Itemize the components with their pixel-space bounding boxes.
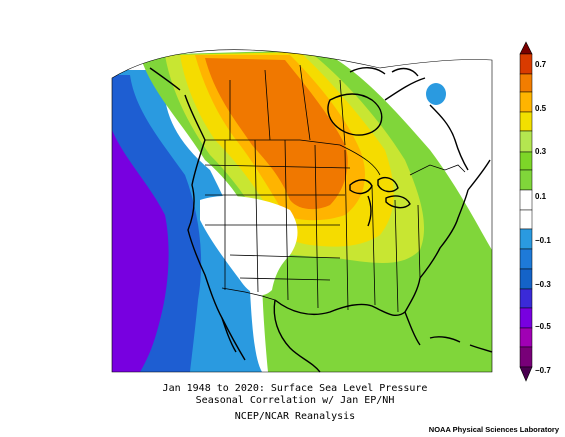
pos06-max-region xyxy=(205,58,348,210)
colorbar-bottom-triangle xyxy=(519,366,533,382)
colorbar-label-5: −0.3 xyxy=(535,280,551,289)
colorbar-label-2: 0.3 xyxy=(535,147,547,156)
political-borders xyxy=(204,64,466,313)
colorbar-label-4: −0.1 xyxy=(535,236,551,245)
colorbar-label-3: 0.1 xyxy=(535,192,547,201)
labrador-neg-spot xyxy=(426,83,446,105)
colorbar-top-triangle xyxy=(519,41,533,55)
credit-label: NOAA Physical Sciences Laboratory xyxy=(428,425,559,434)
colorbar xyxy=(519,41,533,382)
colorbar-label-1: 0.5 xyxy=(535,104,547,113)
colorbar-label-7: −0.7 xyxy=(535,366,551,375)
pacific-neg05-region xyxy=(112,130,169,372)
figure-source: NCEP/NCAR Reanalysis xyxy=(234,411,356,422)
neutral-west-region xyxy=(200,195,298,296)
colorbar-label-6: −0.5 xyxy=(535,322,551,331)
colorbar-label-0: 0.7 xyxy=(535,60,547,69)
map-border xyxy=(111,49,493,373)
correlation-field xyxy=(112,49,492,373)
figure-title-line1: Jan 1948 to 2020: Surface Sea Level Pres… xyxy=(162,383,428,394)
figure-title-line2: Seasonal Correlation w/ Jan EP/NH xyxy=(195,395,395,406)
